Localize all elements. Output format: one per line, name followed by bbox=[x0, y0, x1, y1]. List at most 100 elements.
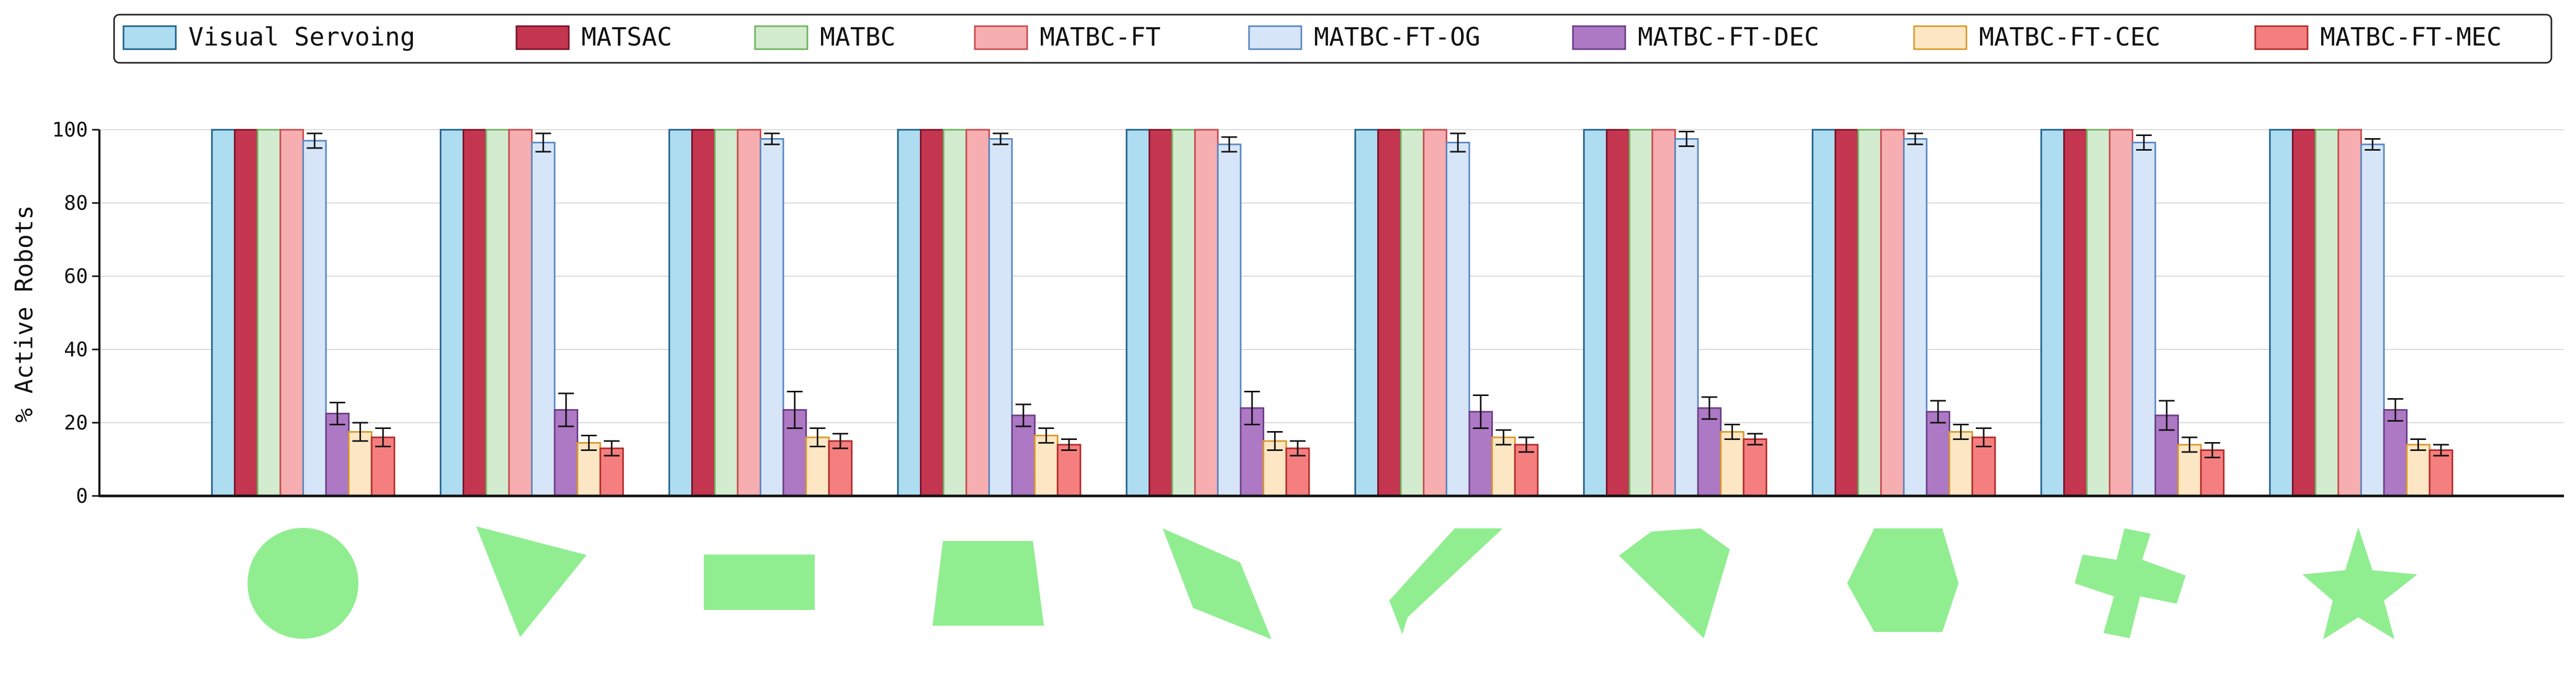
shape-icon-irregular-heptagon bbox=[1619, 528, 1730, 638]
bar-matsac-kite bbox=[1149, 129, 1173, 497]
bar-matbc-ft-cec-star bbox=[2406, 444, 2431, 497]
y-tick-label-20: 20 bbox=[64, 411, 88, 434]
bar-matbc-ft-cec-trapezoid bbox=[1034, 435, 1059, 497]
bar-matsac-rectangle bbox=[691, 129, 716, 497]
legend-swatch-matsac bbox=[515, 25, 570, 50]
bar-matbc-pentagon bbox=[1400, 129, 1425, 497]
bar-matbc-hexagon bbox=[1857, 129, 1882, 497]
shape-icon-rectangle bbox=[704, 555, 815, 610]
shape-icon-hexagon bbox=[1847, 528, 1959, 632]
bar-visual-servoing-star bbox=[2269, 129, 2294, 497]
bar-matsac-hexagon bbox=[1835, 129, 1859, 497]
bar-matbc-ft-star bbox=[2337, 129, 2362, 497]
bar-matbc-ft-og-pentagon bbox=[1445, 142, 1470, 497]
bar-visual-servoing-irregular-heptagon bbox=[1583, 129, 1608, 497]
legend-label-matbc-ft-mec: MATBC-FT-MEC bbox=[2320, 22, 2502, 52]
bar-matbc-ft-dec-star bbox=[2383, 409, 2408, 497]
y-tick-label-100: 100 bbox=[52, 118, 88, 141]
bar-matbc-circle bbox=[256, 129, 282, 497]
bar-matbc-ft-og-triangle bbox=[531, 142, 556, 497]
shape-icon-kite bbox=[1163, 528, 1272, 639]
bar-matbc-ft-circle bbox=[279, 129, 304, 497]
bar-visual-servoing-circle bbox=[211, 129, 236, 497]
bar-matbc-ft-hexagon bbox=[1880, 129, 1905, 497]
bar-matbc-ft-rectangle bbox=[737, 129, 761, 497]
bar-matbc-ft-cec-hexagon bbox=[1949, 431, 1973, 497]
bar-matbc-irregular-heptagon bbox=[1628, 129, 1653, 497]
legend-label-matsac: MATSAC bbox=[581, 22, 672, 52]
bar-matbc-ft-dec-trapezoid bbox=[1011, 414, 1036, 497]
bar-visual-servoing-pentagon bbox=[1354, 129, 1379, 497]
bar-visual-servoing-cross bbox=[2040, 129, 2065, 497]
bar-visual-servoing-rectangle bbox=[668, 129, 693, 497]
legend-swatch-matbc-ft-dec bbox=[1572, 25, 1626, 50]
legend-label-visual-servoing: Visual Servoing bbox=[188, 22, 415, 52]
bar-matbc-ft-mec-irregular-heptagon bbox=[1742, 438, 1768, 497]
shape-icon-triangle bbox=[476, 526, 587, 637]
bar-matbc-ft-og-trapezoid bbox=[988, 138, 1013, 497]
error-bars bbox=[307, 131, 2449, 458]
y-tick-label-40: 40 bbox=[64, 338, 88, 361]
legend-label-matbc-ft: MATBC-FT bbox=[1040, 22, 1161, 52]
bar-matbc-ft-kite bbox=[1194, 129, 1219, 497]
bar-matsac-circle bbox=[234, 129, 258, 497]
y-axis: 0 20 40 60 80 100 bbox=[52, 118, 99, 507]
bar-matbc-ft-mec-star bbox=[2428, 449, 2454, 497]
bar-matsac-star bbox=[2292, 129, 2316, 497]
bar-matbc-rectangle bbox=[714, 129, 739, 497]
bar-matbc-ft-trapezoid bbox=[965, 129, 990, 497]
bar-visual-servoing-triangle bbox=[440, 129, 465, 497]
bar-visual-servoing-kite bbox=[1126, 129, 1151, 497]
y-tick-label-60: 60 bbox=[64, 265, 88, 288]
legend-swatch-matbc-ft-og bbox=[1248, 25, 1302, 50]
bar-matbc-ft-og-kite bbox=[1217, 143, 1242, 497]
bar-matbc-trapezoid bbox=[942, 129, 968, 497]
bar-matbc-triangle bbox=[485, 129, 510, 497]
shape-icon-circle bbox=[248, 528, 358, 639]
legend-swatch-matbc-ft-mec bbox=[2254, 25, 2309, 50]
bar-matsac-cross bbox=[2063, 129, 2088, 497]
legend-label-matbc-ft-cec: MATBC-FT-CEC bbox=[1979, 22, 2161, 52]
y-tick-label-80: 80 bbox=[64, 191, 88, 214]
shape-icons bbox=[248, 526, 2417, 639]
bar-visual-servoing-trapezoid bbox=[897, 129, 922, 497]
bar-matbc-cross bbox=[2086, 129, 2111, 497]
legend-label-matbc-ft-og: MATBC-FT-OG bbox=[1314, 22, 1480, 52]
legend-swatch-matbc bbox=[754, 25, 808, 50]
bar-matbc-ft-cross bbox=[2109, 129, 2133, 497]
bar-matbc-ft-triangle bbox=[508, 129, 533, 497]
bar-matbc-ft-dec-circle bbox=[325, 413, 350, 497]
legend-swatch-matbc-ft bbox=[974, 25, 1028, 50]
bar-matbc-kite bbox=[1171, 129, 1196, 497]
legend-swatch-visual-servoing bbox=[122, 25, 177, 50]
bar-matbc-ft-og-cross bbox=[2131, 142, 2156, 497]
bar-matbc-ft-cec-cross bbox=[2177, 444, 2202, 497]
legend-label-matbc-ft-dec: MATBC-FT-DEC bbox=[1638, 22, 1819, 52]
bar-matsac-trapezoid bbox=[920, 129, 944, 497]
bar-matsac-irregular-heptagon bbox=[1606, 129, 1630, 497]
bar-matbc-ft-og-circle bbox=[302, 140, 327, 497]
shape-icon-cross bbox=[2075, 528, 2186, 638]
bar-visual-servoing-hexagon bbox=[1812, 129, 1837, 497]
y-axis-label: % Active Robots bbox=[10, 205, 38, 422]
legend-label-matbc: MATBC bbox=[820, 22, 896, 52]
bar-matbc-ft-og-star bbox=[2360, 143, 2385, 497]
bar-matbc-ft-cec-irregular-heptagon bbox=[1720, 431, 1745, 497]
bar-matbc-ft-mec-rectangle bbox=[828, 440, 853, 497]
bar-matbc-ft-og-hexagon bbox=[1903, 138, 1928, 497]
bar-matbc-ft-og-rectangle bbox=[759, 138, 784, 497]
shape-icon-pentagon bbox=[1389, 528, 1502, 634]
bar-matbc-ft-dec-irregular-heptagon bbox=[1697, 407, 1722, 497]
legend: Visual Servoing MATSAC MATBC MATBC-FT MATBC-… bbox=[113, 14, 2552, 64]
bar-matbc-star bbox=[2314, 129, 2339, 497]
shape-icon-star bbox=[2302, 527, 2417, 639]
shape-icon-trapezoid bbox=[932, 541, 1044, 626]
bar-matbc-ft-pentagon bbox=[1423, 129, 1447, 497]
bar-matbc-ft-cec-pentagon bbox=[1491, 436, 1516, 497]
legend-swatch-matbc-ft-cec bbox=[1913, 25, 1967, 50]
bar-matbc-ft-og-irregular-heptagon bbox=[1674, 138, 1699, 497]
bar-matbc-ft-mec-trapezoid bbox=[1056, 444, 1082, 497]
bar-matbc-ft-irregular-heptagon bbox=[1651, 129, 1676, 497]
bar-matbc-ft-dec-hexagon bbox=[1926, 411, 1951, 497]
